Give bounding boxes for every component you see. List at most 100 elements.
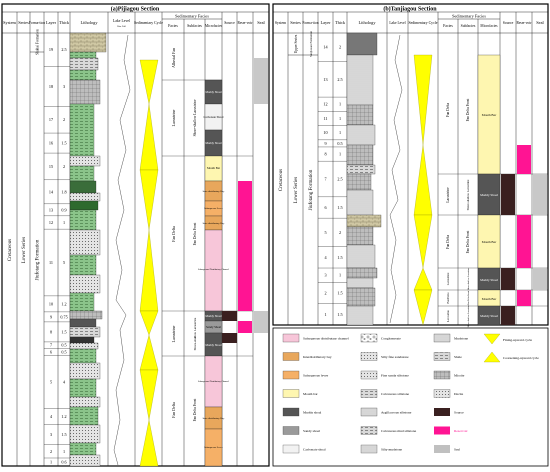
litho-a-14 (69, 180, 97, 194)
header-b-lithology: Lithology (359, 20, 377, 25)
section-b-title: (b)Tanjiagou Section (383, 6, 437, 13)
header-facies-group: Sedimentary Facies (175, 14, 209, 19)
header-b-subfacies: Subfacies (461, 24, 476, 28)
litho-b-3 (346, 277, 374, 289)
system-cretaceous-a: Cretaceous (8, 239, 13, 261)
micro-b-label-1: Muddy Shoal (480, 193, 498, 197)
subfacies-b-1: Shore-shallow Lacustrine (466, 179, 470, 210)
section-b-layer-11: 11 (323, 116, 327, 121)
header-subfacies: Subfacies (187, 24, 202, 28)
litho-b-6a (346, 214, 382, 228)
series-lower-a: Lower Series (22, 237, 27, 264)
reservoir-a-2 (238, 321, 252, 333)
litho-b-2 (346, 287, 376, 307)
header-b-reservoir: Reser-voir (516, 21, 532, 25)
section-b-microfacies (477, 54, 501, 326)
header-series: Series (18, 20, 29, 25)
cycle-a-4 (139, 229, 159, 312)
litho-b-4 (346, 267, 378, 279)
header-system: System (3, 20, 16, 25)
legend-label-litho1-0: Conglomerate (381, 337, 401, 341)
source-b-3 (501, 306, 515, 325)
section-a-layer-13: 13 (49, 207, 53, 212)
cycle-b-3 (413, 214, 433, 269)
micro-a-label-10: Muddy Shoal (205, 343, 221, 347)
section-a-headers: System Series Forma-tion Layer Thick Lit… (3, 14, 265, 29)
section-b-thick-5: 2 (339, 230, 341, 235)
header-b-cycle: Sedimentary Cycle (409, 21, 438, 25)
section-a-frame (1, 3, 270, 467)
legend: Subaqueous distributary channel Interdist… (282, 333, 539, 454)
litho-a-2 (69, 442, 97, 456)
seal-b-2 (533, 268, 547, 290)
micro-b-label-3: Muddy Shoal (480, 278, 498, 282)
section-b-indicators (501, 145, 547, 325)
subfacies-b-0: Fan Delta Front (466, 99, 470, 122)
litho-a-19 (69, 32, 107, 53)
facies-b-3: Lacustrine (446, 272, 450, 285)
header-b-seal: Seal (536, 20, 544, 25)
legend-label-facies-6: Carbonate shoal (303, 448, 326, 452)
micro-a-label-3: Mouth Bar (207, 166, 220, 170)
header-facies: Facies (168, 24, 178, 28)
legend-swatch-litho2-1 (433, 352, 451, 361)
section-b-layer-4: 4 (324, 255, 327, 260)
section-b-microfacies-labels: Mouth Bar Muddy Shoal Mouth Bar Muddy Sh… (480, 113, 498, 318)
section-a-layer-6: 6 (50, 349, 52, 354)
section-b-thick-11: 1 (339, 116, 341, 121)
legend-label-facies-0: Subaqueous distributary channel (303, 337, 349, 341)
legend-swatch-facies-1 (282, 352, 300, 361)
micro-a-label-5: Subaqueous Levee (204, 207, 224, 210)
header-formation: Forma-tion (29, 21, 45, 25)
source-b-2 (501, 268, 515, 290)
section-b-thick-7: 2.5 (337, 176, 342, 181)
section-b-thick-6: 1.5 (337, 205, 342, 210)
header-b-thick: Thick (335, 20, 346, 25)
section-a-thick-7: 0.5 (61, 343, 66, 348)
litho-b-11 (346, 124, 376, 146)
header-b-facies-group: Sedimentary Facies (452, 14, 486, 19)
header-source: Source (224, 21, 235, 25)
section-a-thick-6: 0.5 (61, 349, 66, 354)
legend-swatch-litho1-6 (360, 444, 378, 454)
micro-a-label-7: Subaqueous Distributary Channel (198, 268, 229, 271)
section-b-thick-2: 1.5 (337, 290, 342, 295)
section-a-facies: Alluvial Fan Lacustrine Fan Delta Lacust… (162, 48, 253, 421)
litho-b-6b (346, 226, 374, 246)
section-a-thick-14: 1.8 (61, 189, 66, 194)
micro-a-label-13: Subaqueous Levee (204, 446, 224, 449)
litho-a-5b (69, 362, 101, 380)
lake-level-curve-b (389, 34, 403, 324)
subfacies-b-3: Shore-shallow Lacustrine (468, 268, 470, 290)
legend-label-litho1-3: Calcareous siltstone (381, 392, 410, 396)
section-b-layer-13: 13 (323, 77, 327, 82)
legend-label-facies-4: Muddy shoal (303, 411, 321, 415)
subfacies-b-4: Fan Delta Front (468, 291, 470, 305)
series-lower-b: Lower Series (294, 177, 299, 204)
section-b-thick-8: 1 (339, 152, 341, 157)
litho-a-11c (69, 254, 97, 276)
header-lithology: Lithology (81, 20, 99, 25)
section-b-cycles (413, 54, 433, 326)
section-a-thick-8: 1.5 (61, 329, 66, 334)
litho-a-9 (69, 310, 103, 320)
legend-label-litho2-3: Dacite (454, 392, 464, 396)
litho-a-11d (69, 274, 101, 294)
section-a-thick-17: 2 (63, 117, 65, 122)
legend-fining-icon (483, 333, 501, 345)
litho-a-18c (69, 69, 97, 81)
legend-frame (272, 327, 549, 467)
litho-a-1 (69, 454, 101, 467)
legend-label-litho1-4: Argillaceous siltstone (381, 411, 412, 415)
litho-b-9 (346, 164, 376, 175)
seal-a-2 (254, 311, 268, 333)
micro-a-label-2: Muddy Shoal (205, 141, 221, 145)
section-b-grid (273, 11, 548, 325)
formation-jiufotang-a: Jiufotang Formation (36, 239, 41, 280)
section-a-microfacies-labels: Muddy Shoal Carbonate Shoal Muddy Shoal … (198, 90, 229, 449)
micro-b-label-4: Mouth Bar (482, 297, 497, 301)
section-a-title: (a)Pijiagou Section (111, 6, 160, 13)
legend-label-litho1-6: Silty mudstone (381, 448, 403, 452)
litho-b-13 (346, 54, 374, 106)
section-b-layer-1: 1 (324, 312, 326, 317)
